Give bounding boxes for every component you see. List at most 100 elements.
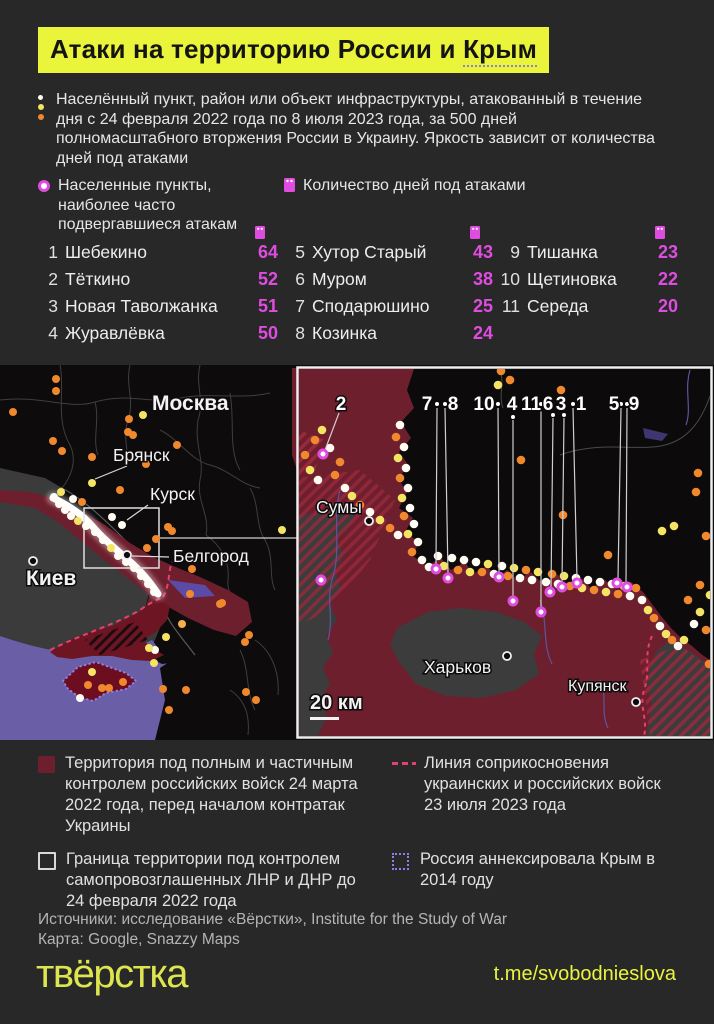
attack-dot [335, 457, 345, 467]
callout-anchor-dot [619, 402, 623, 406]
yellow-dot-icon [38, 104, 44, 110]
attack-dot [61, 506, 69, 514]
ranking-row: 10 Щетиновка 22 [500, 269, 678, 296]
callout-line [324, 412, 340, 451]
telegram-link[interactable]: t.me/svobodnieslova [493, 963, 676, 985]
callout-anchor-dot [539, 402, 543, 406]
attack-dot [497, 561, 507, 571]
attack-dot [55, 500, 63, 508]
legend-frequent-targets-text: Населенные пункты, наиболее часто подвер… [58, 177, 238, 233]
attack-dot [705, 590, 710, 600]
rank-index: 7 [295, 296, 305, 316]
attack-dot [57, 488, 65, 496]
callout-number: 6 [543, 394, 554, 415]
callout-anchor-dot [562, 413, 566, 417]
attack-dot [325, 443, 335, 453]
attack-dot [242, 688, 250, 696]
attack-dot [547, 569, 557, 579]
attack-dot [178, 620, 186, 628]
city-marker [502, 651, 512, 661]
rank-place-name: Тишанка [527, 242, 598, 262]
legend-days-under-attack-text: Количество дней под атаками [303, 177, 526, 194]
legend-attacked-points: Населённый пункт, район или объект инфра… [38, 90, 678, 168]
attack-dot [168, 527, 176, 535]
rank-index: 10 [500, 269, 520, 289]
attack-dot [105, 684, 113, 692]
attack-dot [130, 564, 138, 572]
ranking-row: 11 Середа 20 [500, 296, 678, 323]
attack-dot [603, 550, 613, 560]
attack-dot [691, 487, 701, 497]
attack-dot [150, 659, 158, 667]
page-title-text: Атаки на территорию России и [50, 34, 464, 64]
attack-dot [330, 470, 340, 480]
attack-dot [365, 507, 375, 517]
callout-line [561, 417, 565, 584]
rank-place-name: Сподарюшино [312, 296, 430, 316]
attack-dot [583, 575, 593, 585]
legend-lnr-dnr-border: Граница территории под контролем самопро… [38, 849, 392, 912]
attack-dot [150, 588, 158, 596]
map: Москва Брянск Курск Белгород Киев [0, 365, 714, 740]
attack-dot [245, 631, 253, 639]
attack-dot [317, 425, 327, 435]
attack-dot [447, 553, 457, 563]
rank-place-name: Тёткино [65, 269, 131, 289]
rank-index: 2 [48, 269, 58, 289]
days-icon [655, 226, 665, 239]
callout-anchor-dot [625, 402, 629, 406]
rank-days-value: 24 [472, 323, 493, 343]
attack-dot [413, 537, 423, 547]
attack-dot [471, 557, 481, 567]
attack-dot [601, 587, 611, 597]
city-label: Брянск [113, 445, 170, 465]
legend-days-under-attack: Количество дней под атаками [284, 176, 526, 235]
rank-index: 11 [501, 296, 520, 316]
red-square-icon [38, 756, 55, 773]
callout-anchor-dot [511, 415, 515, 419]
attack-dot [139, 411, 147, 419]
callout-anchor-dot [496, 402, 500, 406]
callout-number: 5 [609, 394, 620, 415]
rank-index: 4 [48, 323, 58, 343]
sources-line-1: Источники: исследование «Вёрстки», Insti… [38, 911, 507, 928]
rank-days-value: 25 [472, 296, 493, 316]
rank-days-value: 22 [657, 269, 678, 289]
legend-row-2: Населенные пункты, наиболее часто подвер… [38, 176, 678, 235]
page-title: Атаки на территорию России и Крым [38, 27, 550, 73]
legend-attacked-points-text: Населённый пункт, район или объект инфра… [56, 91, 655, 167]
city-label: Купянск [568, 678, 627, 695]
city-leader-line [131, 555, 170, 558]
attack-dot [144, 580, 152, 588]
attack-dot [397, 493, 407, 503]
callout-number: 11 [521, 394, 542, 415]
attack-dot [91, 528, 99, 536]
rank-index: 1 [48, 242, 58, 262]
callout-anchor-dot [435, 402, 439, 406]
rank-place-name: Хутор Старый [312, 242, 427, 262]
attack-dot [188, 565, 196, 573]
attack-dot [300, 450, 310, 460]
attack-dot [649, 613, 659, 623]
attack-dot [58, 447, 66, 455]
attack-dot [516, 455, 526, 465]
orange-dot-icon [38, 114, 44, 120]
frequent-target-dot [493, 571, 505, 583]
legend-occupied-territory: Территория под полным и частичным контро… [38, 753, 392, 837]
callout-line [444, 407, 449, 575]
scale-bar-line [310, 717, 339, 720]
brightness-dots-icon [38, 90, 56, 168]
attack-dot [453, 565, 463, 575]
frequent-target-dot [621, 581, 633, 593]
rank-days-value: 43 [472, 242, 493, 262]
ranking-row: 5 Хутор Старый 43 [285, 242, 493, 269]
callout-number: 1 [576, 394, 587, 415]
attack-dot [625, 591, 635, 601]
city-marker [364, 516, 374, 526]
attack-dot [496, 369, 506, 376]
attack-dot [643, 605, 653, 615]
scale-bar: 20 км [309, 691, 364, 720]
ranking-row: 4 Журавлёвка 50 [38, 323, 278, 350]
attack-dot [78, 498, 86, 506]
